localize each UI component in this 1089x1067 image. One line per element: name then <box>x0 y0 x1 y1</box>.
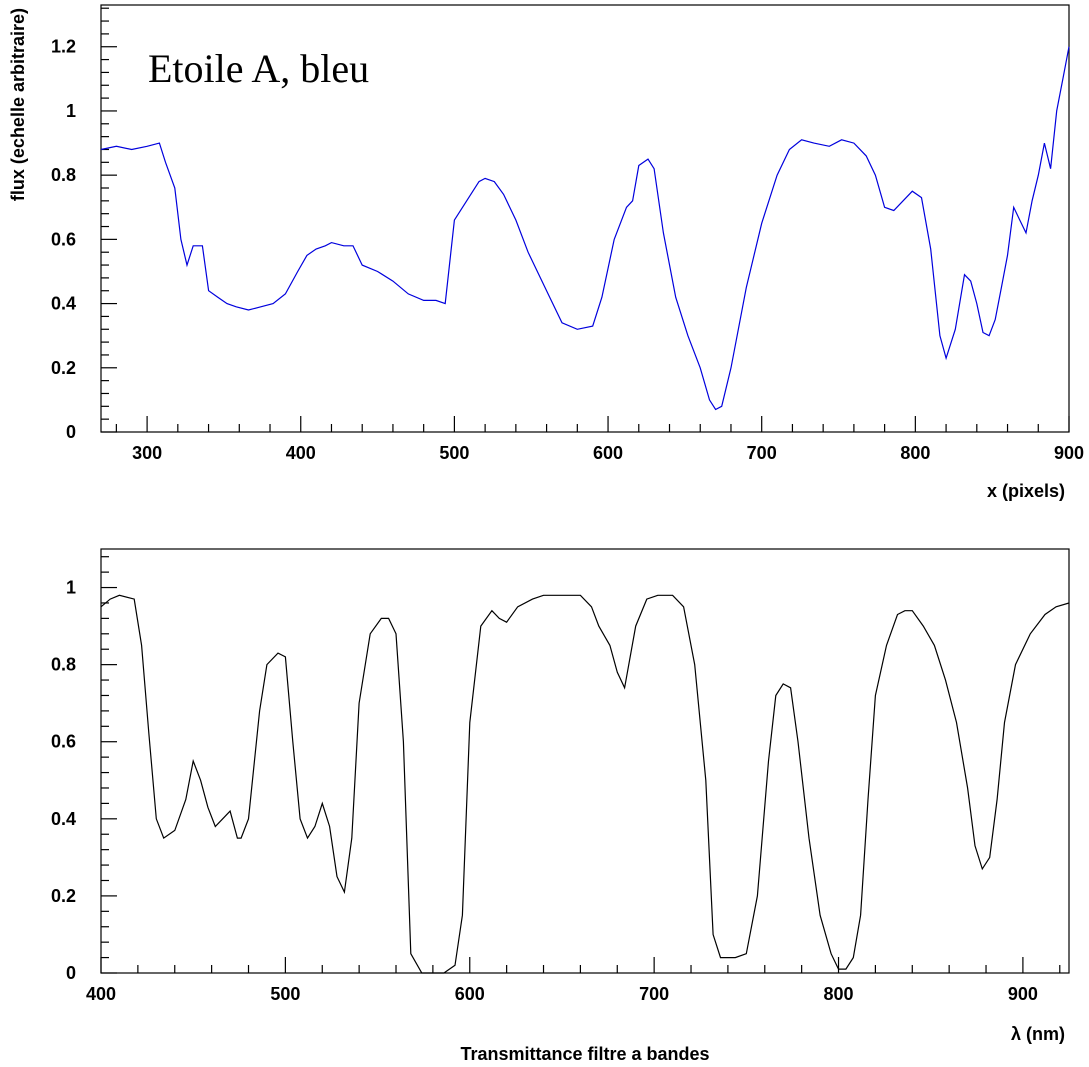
x-tick-label: 700 <box>747 443 777 463</box>
x-tick-label: 300 <box>132 443 162 463</box>
flux-series-line <box>100 46 1070 411</box>
y-tick-label: 0.8 <box>51 165 76 185</box>
transmittance-chart-tick-labels: 400 500 600 700 800 900 0 0.2 0.4 0.6 0.8 1 <box>51 578 1038 1004</box>
x-tick-label: 800 <box>824 984 854 1004</box>
x-tick-label: 400 <box>86 984 116 1004</box>
x-tick-label: 900 <box>1008 984 1038 1004</box>
y-tick-label: 0.4 <box>51 294 76 314</box>
wavelength-axis-label: λ (nm) <box>1011 1024 1065 1044</box>
y-tick-label: 0.2 <box>51 886 76 906</box>
y-tick-label: 1 <box>66 578 76 598</box>
x-tick-label: 600 <box>455 984 485 1004</box>
chart-caption: Transmittance filtre a bandes <box>460 1044 709 1064</box>
x-tick-label: 600 <box>593 443 623 463</box>
flux-chart-ticks <box>101 7 1070 433</box>
y-tick-label: 1 <box>66 101 76 121</box>
y-tick-label: 0 <box>66 422 76 442</box>
x-tick-label: 500 <box>439 443 469 463</box>
chart-annotation: Etoile A, bleu <box>148 46 369 91</box>
x-tick-label: 900 <box>1054 443 1084 463</box>
x-tick-label: 500 <box>270 984 300 1004</box>
transmittance-series-line <box>100 594 1070 974</box>
flux-chart-tick-labels: 300 400 500 600 700 800 900 0 0.2 0.4 0.6 0.8 1 1.2 <box>51 37 1084 463</box>
transmittance-chart-frame <box>100 548 1070 974</box>
y-tick-label: 0.8 <box>51 655 76 675</box>
flux-chart-panel: 300 400 500 600 700 800 900 0 0.2 0.4 0.6 0.8 1 1.2 E… <box>8 4 1084 501</box>
flux-chart-frame <box>100 4 1070 433</box>
y-tick-label: 0.4 <box>51 809 76 829</box>
x-tick-label: 700 <box>639 984 669 1004</box>
transmittance-chart-ticks <box>100 556 1061 974</box>
x-tick-label: 800 <box>900 443 930 463</box>
x-tick-label: 400 <box>286 443 316 463</box>
y-tick-label: 0.2 <box>51 358 76 378</box>
x-axis-label: x (pixels) <box>987 481 1065 501</box>
y-tick-label: 0.6 <box>51 229 76 249</box>
y-tick-label: 0.6 <box>51 732 76 752</box>
y-axis-label: flux (echelle arbitraire) <box>8 8 28 201</box>
y-tick-label: 1.2 <box>51 37 76 57</box>
y-tick-label: 0 <box>66 963 76 983</box>
